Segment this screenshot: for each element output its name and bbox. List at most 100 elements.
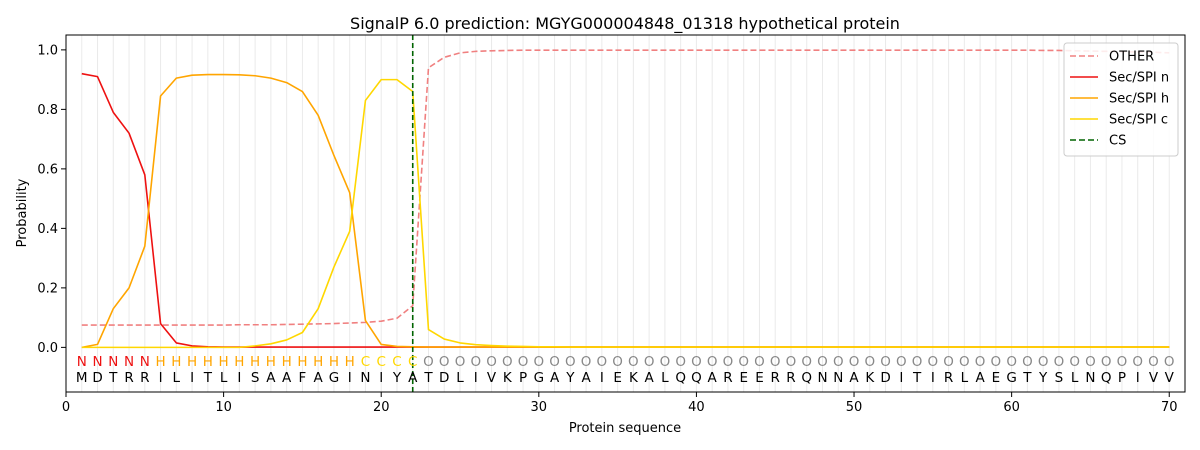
x-tick-label: 70 [1161, 400, 1178, 415]
residue-label: S [1055, 370, 1064, 386]
region-label: O [738, 354, 749, 370]
residue-label: N [817, 370, 827, 386]
vertical-grid [81, 35, 1170, 392]
y-tick-label: 0.2 [37, 281, 58, 296]
legend-label: CS [1109, 134, 1126, 149]
region-label: O [1164, 354, 1175, 370]
region-label: C [408, 354, 417, 370]
residue-label: K [503, 370, 513, 386]
residue-label: I [379, 370, 383, 386]
region-label: O [1132, 354, 1143, 370]
legend-label: OTHER [1109, 50, 1154, 65]
residue-label: L [173, 370, 181, 386]
y-tick-label: 0.8 [37, 103, 58, 118]
series-lines [81, 49, 1170, 349]
region-label: O [959, 354, 970, 370]
series-line-other [81, 49, 1170, 326]
region-label: O [991, 354, 1002, 370]
residue-label: G [1006, 370, 1016, 386]
legend-box [1063, 42, 1179, 157]
residue-label: N [1085, 370, 1095, 386]
residue-label: A [408, 370, 418, 386]
region-label: O [470, 354, 481, 370]
x-axis-label: Protein sequence [569, 421, 681, 436]
region-label: C [392, 354, 401, 370]
residue-label: G [329, 370, 339, 386]
region-label: O [439, 354, 450, 370]
residue-label: P [1118, 370, 1126, 386]
residue-label: A [550, 370, 560, 386]
region-label: O [896, 354, 907, 370]
x-tick-label: 60 [1003, 400, 1020, 415]
residue-label: Y [565, 370, 575, 386]
y-tick-label: 0.4 [37, 222, 58, 237]
region-label: H [187, 354, 197, 370]
region-label: C [376, 354, 385, 370]
residue-label: S [251, 370, 260, 386]
residue-label: E [755, 370, 764, 386]
x-tick-label: 50 [846, 400, 863, 415]
residue-label: L [456, 370, 464, 386]
region-label: H [250, 354, 260, 370]
residue-label: I [600, 370, 604, 386]
residue-label: Y [1038, 370, 1048, 386]
region-label: H [234, 354, 244, 370]
region-label: O [1117, 354, 1128, 370]
residue-label: A [975, 370, 985, 386]
residue-label: I [474, 370, 478, 386]
residue-label: E [739, 370, 748, 386]
residue-label: R [944, 370, 953, 386]
residue-label: N [360, 370, 370, 386]
residue-label: V [1149, 370, 1159, 386]
residue-label: R [771, 370, 780, 386]
residue-label: K [629, 370, 639, 386]
region-label: O [1069, 354, 1080, 370]
residue-label: P [519, 370, 527, 386]
residue-label: D [92, 370, 102, 386]
residue-label: I [931, 370, 935, 386]
y-tick-label: 0.6 [37, 162, 58, 177]
x-axis-ticks: 0 10 20 30 40 50 60 70 [62, 392, 1178, 415]
region-label: O [675, 354, 686, 370]
region-label: O [423, 354, 434, 370]
region-label: O [518, 354, 529, 370]
residue-label: Q [691, 370, 702, 386]
region-label: H [203, 354, 213, 370]
region-label: O [597, 354, 608, 370]
region-label: O [628, 354, 639, 370]
residue-label: Q [1101, 370, 1112, 386]
region-label: O [502, 354, 513, 370]
region-label: O [707, 354, 718, 370]
region-label: O [1006, 354, 1017, 370]
residue-label: I [190, 370, 194, 386]
residue-label: T [108, 370, 118, 386]
region-label: O [1054, 354, 1065, 370]
residue-label: A [314, 370, 324, 386]
residue-label: R [786, 370, 795, 386]
residue-label: L [961, 370, 969, 386]
residue-label: I [1136, 370, 1140, 386]
residue-label: V [487, 370, 497, 386]
region-label: O [928, 354, 939, 370]
residue-label: I [159, 370, 163, 386]
residue-label: Y [392, 370, 402, 386]
residue-label: T [423, 370, 433, 386]
region-label: O [849, 354, 860, 370]
region-label: N [77, 354, 87, 370]
x-tick-label: 30 [531, 400, 548, 415]
legend: OTHER Sec/SPI n Sec/SPI h Sec/SPI c CS [1063, 42, 1179, 157]
region-label: O [975, 354, 986, 370]
legend-label: Sec/SPI h [1109, 92, 1169, 107]
residue-label: V [1165, 370, 1175, 386]
residue-label: N [833, 370, 843, 386]
residue-label: I [348, 370, 352, 386]
residue-label: K [865, 370, 875, 386]
series-line-sec-spi-c [81, 78, 1170, 349]
y-axis-label: Probability [15, 178, 30, 247]
region-label: O [1148, 354, 1159, 370]
residue-label: D [439, 370, 449, 386]
region-label: O [644, 354, 655, 370]
residue-label: T [912, 370, 922, 386]
